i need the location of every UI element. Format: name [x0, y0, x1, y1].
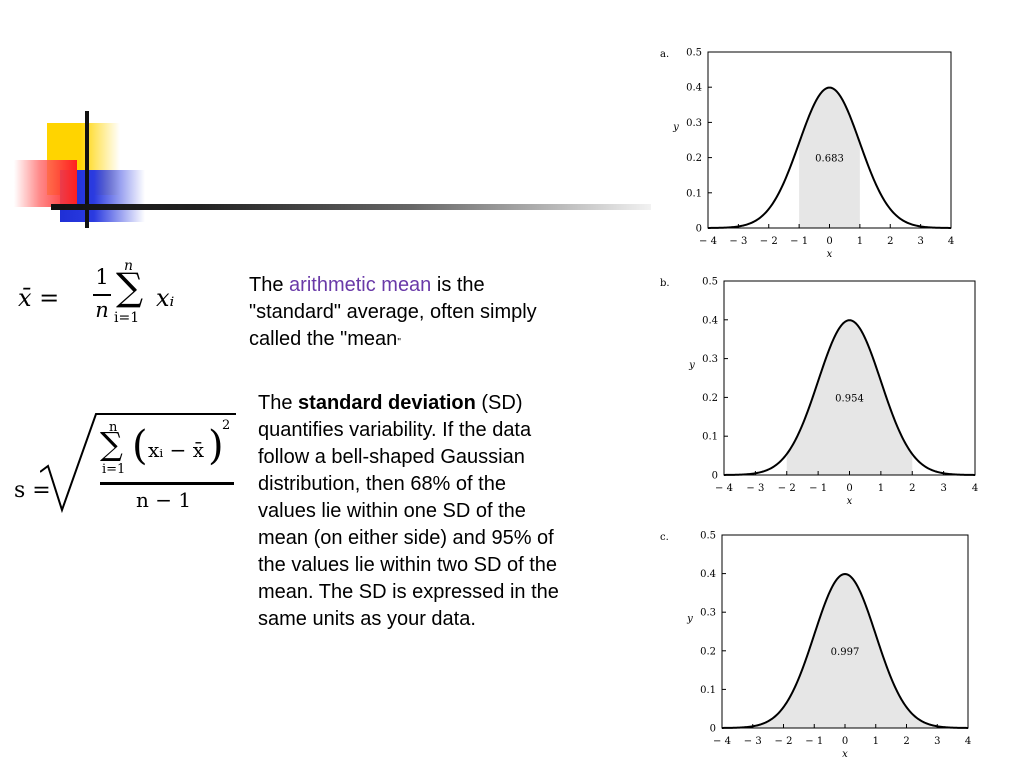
x-tick-label: 3: [934, 736, 940, 747]
x-tick-label: 4: [948, 236, 954, 247]
normal-curve-chart-a: − 4 − 3 − 2 − 1 0 1 2 3 4 0 0.1 0.2 0.3 0.4 0.5 x y a. 0.6…: [660, 48, 954, 261]
shaded-area: [799, 87, 860, 228]
mean-description: The arithmetic mean is the "standard" av…: [249, 272, 549, 356]
mean-formula-sum-lower: i=1: [114, 310, 140, 326]
sd-formula-paren-left: (: [132, 423, 148, 469]
x-tick-label: 1: [878, 483, 884, 494]
x-tick-label: − 3: [729, 236, 747, 247]
sd-formula-sum-lower: i=1: [102, 462, 126, 477]
y-tick-label: 0.2: [686, 153, 702, 164]
x-tick-label: − 2: [778, 483, 796, 494]
area-annotation: 0.954: [835, 393, 864, 404]
y-tick-label: 0.1: [700, 685, 716, 696]
mean-formula-sum-upper: n: [124, 258, 134, 274]
y-tick-label: 0.5: [702, 277, 718, 288]
y-tick-label: 0.4: [702, 315, 718, 326]
mean-formula-term: xᵢ: [156, 284, 175, 312]
shaded-area: [786, 320, 913, 475]
y-tick-label: 0.3: [700, 608, 716, 619]
x-tick-label: − 2: [760, 236, 778, 247]
y-tick-label: 0: [710, 724, 716, 735]
sd-formula: s = n ∑ i=1 ( xᵢ − x̄ ) 2 n − 1: [12, 410, 236, 516]
y-tick-label: 0.1: [686, 188, 702, 199]
sd-formula-sum-upper: n: [109, 420, 118, 435]
mean-formula-numerator: 1: [95, 265, 109, 289]
y-axis-label: y: [686, 614, 693, 625]
y-tick-label: 0.3: [686, 118, 702, 129]
mean-text-prefix: The: [249, 274, 290, 296]
x-tick-label: 3: [917, 236, 923, 247]
x-tick-label: − 4: [699, 236, 717, 247]
sd-formula-fraction-bar: [100, 482, 234, 485]
x-tick-label: 4: [972, 483, 978, 494]
x-tick-label: 0: [842, 736, 848, 747]
shaded-area: [752, 574, 938, 728]
arithmetic-mean-term: arithmetic mean: [289, 274, 432, 296]
y-tick-label: 0.1: [702, 432, 718, 443]
x-tick-label: − 2: [775, 736, 793, 747]
x-axis-label: x: [847, 496, 853, 507]
y-tick-label: 0.3: [702, 354, 718, 365]
x-axis-label: x: [827, 249, 833, 260]
decor-title-rule: [51, 204, 651, 210]
sd-formula-denominator: n − 1: [136, 488, 192, 512]
mean-formula-fraction-bar: [93, 294, 111, 296]
y-tick-label: 0: [712, 471, 718, 482]
mean-formula: x̄ = 1 n n ∑ i=1 xᵢ: [18, 258, 174, 338]
x-tick-label: 2: [903, 736, 909, 747]
sd-formula-paren-right: ): [208, 423, 224, 469]
standard-deviation-term: standard deviation: [298, 392, 476, 414]
mean-formula-denominator: n: [95, 298, 109, 322]
panel-label: a.: [660, 49, 669, 60]
mean-text-suffix: is the "standard" average, often simply …: [249, 274, 537, 350]
y-tick-label: 0.2: [702, 393, 718, 404]
x-tick-label: 1: [873, 736, 879, 747]
radical-sign: [40, 413, 236, 514]
x-axis-label: x: [842, 749, 848, 760]
x-tick-label: 0: [826, 236, 832, 247]
x-tick-label: − 3: [746, 483, 764, 494]
y-axis-label: y: [688, 360, 695, 371]
mean-text-end-quote: ": [397, 337, 401, 348]
density-curve: [707, 86, 952, 229]
panel-label: c.: [660, 532, 669, 543]
sd-description: The standard deviation (SD) quantifies v…: [258, 390, 568, 633]
x-tick-label: − 1: [790, 236, 808, 247]
y-tick-label: 0: [696, 224, 702, 235]
y-axis-label: y: [672, 122, 679, 133]
x-tick-label: − 4: [715, 483, 733, 494]
sd-formula-inner: xᵢ − x̄: [148, 438, 205, 462]
x-tick-label: − 1: [809, 483, 827, 494]
x-tick-label: 0: [846, 483, 852, 494]
x-tick-label: 2: [887, 236, 893, 247]
x-tick-label: 3: [940, 483, 946, 494]
sd-formula-exponent: 2: [222, 418, 231, 433]
y-tick-label: 0.5: [700, 531, 716, 542]
x-tick-label: − 4: [713, 736, 731, 747]
normal-curve-chart-b: − 4 − 3 − 2 − 1 0 1 2 3 4 0 0.1 0.2 0.3 0.4 0.5 x y b. 0.9…: [660, 277, 978, 508]
y-tick-label: 0.4: [700, 569, 716, 580]
density-curve: [723, 319, 976, 476]
sd-formula-lhs: s =: [14, 478, 51, 503]
area-annotation: 0.997: [831, 647, 860, 658]
y-tick-label: 0.4: [686, 83, 702, 94]
mean-formula-sum-symbol: ∑: [116, 265, 144, 309]
decor-red-square: [14, 160, 77, 207]
x-tick-label: 2: [909, 483, 915, 494]
x-tick-label: 1: [857, 236, 863, 247]
y-tick-label: 0.2: [700, 646, 716, 657]
sd-text-suffix: (SD) quantifies variability. If the data…: [258, 392, 559, 630]
x-tick-label: 4: [965, 736, 971, 747]
panel-label: b.: [660, 278, 670, 289]
decor-vertical-rule: [85, 111, 89, 228]
x-tick-label: − 3: [744, 736, 762, 747]
sd-formula-sum-symbol: ∑: [100, 425, 123, 463]
density-curve: [721, 573, 969, 729]
y-tick-label: 0.5: [686, 48, 702, 59]
x-tick-label: − 1: [805, 736, 823, 747]
mean-formula-lhs: x̄ =: [18, 284, 60, 312]
sd-text-prefix: The: [258, 392, 299, 414]
normal-curve-chart-c: − 4 − 3 − 2 − 1 0 1 2 3 4 0 0.1 0.2 0.3 0.4 0.5 x y c. 0.9…: [660, 531, 971, 761]
area-annotation: 0.683: [815, 154, 844, 165]
